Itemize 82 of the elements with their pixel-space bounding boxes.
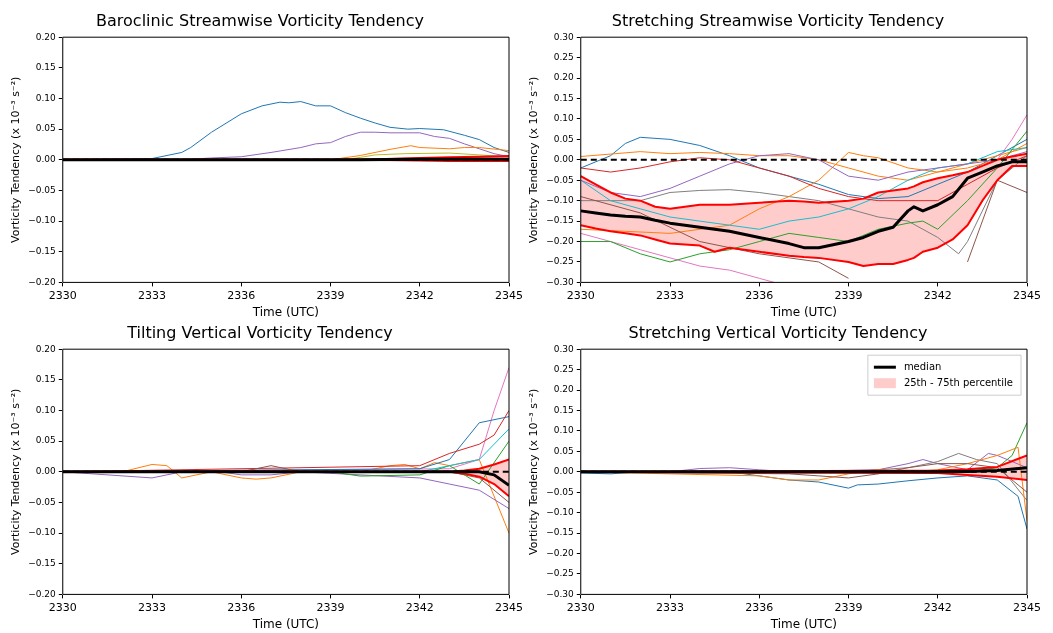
x-tick-label: 2339 — [834, 600, 863, 614]
x-tick-label: 2345 — [495, 288, 523, 302]
legend-label: 25th - 75th percentile — [903, 376, 1014, 388]
y-tick-label: 0.25 — [553, 363, 574, 374]
chart-title: Tilting Vertical Vorticity Tendency — [126, 322, 393, 342]
x-tick-label: 2342 — [405, 600, 434, 614]
y-axis-title: Vorticity Tendency (x 10⁻³ s⁻²) — [9, 76, 23, 243]
y-tick-label: 0.20 — [35, 343, 57, 354]
y-tick-label: −0.15 — [28, 246, 56, 257]
y-tick-label: −0.05 — [28, 496, 56, 507]
y-tick-label: −0.10 — [546, 195, 575, 206]
x-tick-label: 2342 — [923, 288, 952, 302]
y-tick-label: −0.20 — [546, 547, 575, 558]
y-tick-label: 0.00 — [553, 154, 575, 165]
x-tick-label: 2330 — [48, 288, 77, 302]
x-tick-label: 2336 — [745, 600, 774, 614]
y-tick-label: −0.05 — [546, 174, 574, 185]
y-tick-label: −0.10 — [546, 507, 575, 518]
y-tick-label: −0.10 — [28, 215, 57, 226]
y-tick-label: −0.30 — [546, 588, 575, 599]
x-tick-label: 2333 — [138, 600, 167, 614]
y-tick-label: 0.05 — [35, 435, 56, 446]
x-tick-label: 2342 — [405, 288, 434, 302]
y-tick-label: −0.05 — [28, 184, 56, 195]
y-tick-label: 0.20 — [35, 31, 57, 42]
y-tick-label: −0.15 — [546, 215, 574, 226]
y-tick-label: 0.15 — [35, 374, 56, 385]
y-axis-title: Vorticity Tendency (x 10⁻³ s⁻²) — [527, 388, 541, 555]
x-axis-title: Time (UTC) — [251, 616, 320, 631]
x-tick-label: 2330 — [566, 600, 595, 614]
y-tick-label: 0.00 — [35, 154, 57, 165]
legend-label: median — [903, 360, 942, 372]
y-tick-label: −0.25 — [546, 256, 574, 267]
y-tick-label: −0.15 — [546, 527, 574, 538]
x-tick-label: 2342 — [923, 600, 952, 614]
y-tick-label: 0.25 — [553, 51, 574, 62]
x-tick-label: 2330 — [566, 288, 595, 302]
y-tick-label: 0.10 — [35, 92, 57, 103]
y-tick-label: 0.10 — [553, 425, 575, 436]
x-tick-label: 2345 — [1013, 600, 1041, 614]
y-tick-label: 0.20 — [553, 72, 575, 83]
y-tick-label: 0.15 — [553, 404, 574, 415]
x-tick-label: 2339 — [316, 288, 345, 302]
y-tick-label: 0.05 — [553, 133, 574, 144]
y-tick-label: −0.20 — [28, 276, 57, 287]
x-tick-label: 2345 — [495, 600, 523, 614]
y-tick-label: −0.20 — [546, 235, 575, 246]
x-tick-label: 2333 — [656, 600, 685, 614]
y-tick-label: −0.10 — [28, 527, 57, 538]
x-tick-label: 2339 — [834, 288, 863, 302]
x-tick-label: 2336 — [227, 288, 256, 302]
y-axis-title: Vorticity Tendency (x 10⁻³ s⁻²) — [9, 388, 23, 555]
chart-title: Stretching Streamwise Vorticity Tendency — [611, 10, 945, 30]
y-axis-title: Vorticity Tendency (x 10⁻³ s⁻²) — [527, 76, 541, 243]
y-tick-label: −0.20 — [28, 588, 57, 599]
x-tick-label: 2330 — [48, 600, 77, 614]
x-tick-label: 2333 — [656, 288, 685, 302]
x-tick-label: 2345 — [1013, 288, 1041, 302]
chart-title: Baroclinic Streamwise Vorticity Tendency — [96, 10, 424, 30]
y-tick-label: 0.05 — [553, 445, 574, 456]
y-tick-label: −0.25 — [546, 568, 574, 579]
x-axis-title: Time (UTC) — [769, 616, 838, 631]
y-tick-label: 0.10 — [553, 113, 575, 124]
x-tick-label: 2333 — [138, 288, 167, 302]
x-axis-title: Time (UTC) — [251, 304, 320, 319]
y-tick-label: 0.05 — [35, 123, 56, 134]
y-tick-label: 0.15 — [553, 92, 574, 103]
x-axis-title: Time (UTC) — [769, 304, 838, 319]
y-tick-label: −0.05 — [546, 486, 574, 497]
y-tick-label: 0.15 — [35, 62, 56, 73]
x-tick-label: 2336 — [745, 288, 774, 302]
x-tick-label: 2336 — [227, 600, 256, 614]
y-tick-label: 0.20 — [553, 384, 575, 395]
y-tick-label: 0.30 — [553, 343, 575, 354]
y-tick-label: 0.00 — [553, 466, 575, 477]
y-tick-label: 0.00 — [35, 466, 57, 477]
y-tick-label: −0.15 — [28, 558, 56, 569]
chart-title: Stretching Vertical Vorticity Tendency — [628, 322, 928, 342]
y-tick-label: 0.10 — [35, 404, 57, 415]
y-tick-label: 0.30 — [553, 31, 575, 42]
x-tick-label: 2339 — [316, 600, 345, 614]
y-tick-label: −0.30 — [546, 276, 575, 287]
